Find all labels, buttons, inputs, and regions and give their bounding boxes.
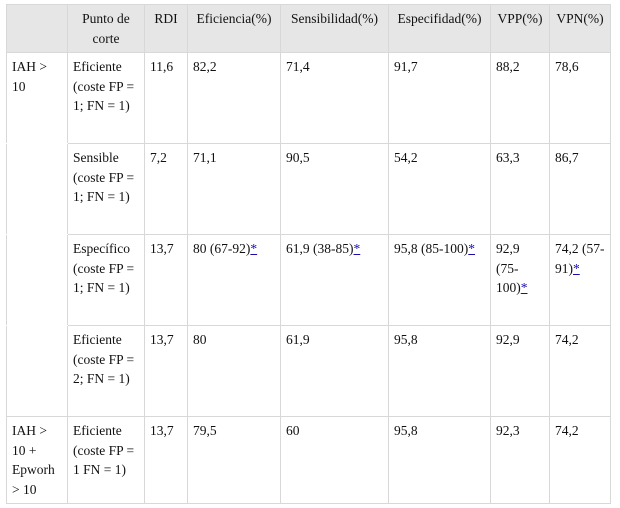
footnote-link[interactable]: *: [250, 241, 258, 256]
cutoff-cell: Eficiente (coste FP = 2; FN = 1): [67, 325, 145, 417]
cell-value: 60: [286, 423, 300, 438]
column-header: VPP(%): [490, 4, 550, 53]
value-cell: 13,7: [144, 416, 188, 504]
cell-value: 54,2: [394, 150, 418, 165]
value-cell: 92,9: [490, 325, 550, 417]
value-cell: 71,4: [280, 52, 389, 144]
cell-value: 13,7: [150, 241, 174, 256]
cell-value: 78,6: [555, 59, 579, 74]
value-cell: 92,9 (75-100)*: [490, 234, 550, 326]
value-cell: 74,2 (57-91)*: [549, 234, 611, 326]
value-cell: 61,9 (38-85)*: [280, 234, 389, 326]
value-cell: 60: [280, 416, 389, 504]
column-header: Sensibilidad(%): [280, 4, 389, 53]
value-cell: 74,2: [549, 416, 611, 504]
value-cell: 74,2: [549, 325, 611, 417]
row-group-label: [6, 234, 68, 326]
footnote-link[interactable]: *: [520, 280, 528, 295]
cell-value: 74,2: [555, 423, 579, 438]
cell-value: 11,6: [150, 59, 174, 74]
value-cell: 91,7: [388, 52, 491, 144]
value-cell: 78,6: [549, 52, 611, 144]
value-cell: 61,9: [280, 325, 389, 417]
table-row: IAH > 10 Eficiente (coste FP = 1; FN = 1)…: [6, 52, 611, 144]
cutoff-cell: Específico (coste FP = 1; FN = 1): [67, 234, 145, 326]
value-cell: 13,7: [144, 325, 188, 417]
value-cell: 13,7: [144, 234, 188, 326]
table-row: Sensible (coste FP = 1; FN = 1) 7,2 71,1 90…: [6, 143, 611, 235]
cell-value: Sensible (coste FP = 1; FN = 1): [73, 150, 135, 204]
cell-value: 92,9 (75-100): [496, 241, 521, 295]
cell-value: Específico (coste FP = 1; FN = 1): [73, 241, 135, 295]
cell-value: 82,2: [193, 59, 217, 74]
cutoff-cell: Sensible (coste FP = 1; FN = 1): [67, 143, 145, 235]
column-header: Especifidad(%): [388, 4, 491, 53]
cell-value: 71,4: [286, 59, 310, 74]
value-cell: 95,8: [388, 416, 491, 504]
footnote-link[interactable]: *: [468, 241, 475, 256]
value-cell: 11,6: [144, 52, 188, 144]
cell-value: 13,7: [150, 423, 174, 438]
value-cell: 7,2: [144, 143, 188, 235]
cell-value: 92,9: [496, 332, 520, 347]
cell-value: Eficiente (coste FP = 1 FN = 1): [73, 423, 135, 477]
cell-value: 13,7: [150, 332, 174, 347]
cell-value: 95,8: [394, 423, 418, 438]
row-group-label: [6, 143, 68, 235]
column-header: VPN(%): [549, 4, 611, 53]
cell-value: 63,3: [496, 150, 520, 165]
cell-value: 74,2 (57-91): [555, 241, 605, 276]
footnote-link[interactable]: *: [353, 241, 361, 256]
table-header-row: Punto de corte RDI Eficiencia(%) Sensibilid…: [6, 4, 611, 53]
table-row: Específico (coste FP = 1; FN = 1) 13,7 80 …: [6, 234, 611, 326]
column-header: RDI: [144, 4, 188, 53]
value-cell: 80: [187, 325, 281, 417]
value-cell: 88,2: [490, 52, 550, 144]
cell-value: 71,1: [193, 150, 217, 165]
cell-value: Eficiente (coste FP = 2; FN = 1): [73, 332, 135, 386]
value-cell: 54,2: [388, 143, 491, 235]
cell-value: 80 (67-92): [193, 241, 251, 256]
table-row: Eficiente (coste FP = 2; FN = 1) 13,7 80 61…: [6, 325, 611, 417]
cell-value: 95,8: [394, 332, 418, 347]
value-cell: 86,7: [549, 143, 611, 235]
value-cell: 80 (67-92)*: [187, 234, 281, 326]
value-cell: 82,2: [187, 52, 281, 144]
column-header: [6, 4, 68, 53]
cell-value: 7,2: [150, 150, 167, 165]
value-cell: 90,5: [280, 143, 389, 235]
footnote-link[interactable]: *: [573, 260, 580, 276]
cell-value: 91,7: [394, 59, 418, 74]
table-row: IAH > 10 + Epworh > 10 Eficiente (coste F…: [6, 416, 611, 504]
cell-value: 79,5: [193, 423, 217, 438]
cell-value: 86,7: [555, 150, 579, 165]
column-header: Punto de corte: [67, 4, 145, 53]
cell-value: 74,2: [555, 332, 579, 347]
table-body: IAH > 10 Eficiente (coste FP = 1; FN = 1)…: [6, 52, 611, 504]
row-group-label: IAH > 10: [6, 52, 68, 144]
value-cell: 71,1: [187, 143, 281, 235]
cell-value: 92,3: [496, 423, 520, 438]
row-group-label: IAH > 10 + Epworh > 10: [6, 416, 68, 504]
column-header: Eficiencia(%): [187, 4, 281, 53]
cutoff-cell: Eficiente (coste FP = 1 FN = 1): [67, 416, 145, 504]
cutoff-cell: Eficiente (coste FP = 1; FN = 1): [67, 52, 145, 144]
cell-value: 80: [193, 332, 207, 347]
cell-value: 90,5: [286, 150, 310, 165]
value-cell: 92,3: [490, 416, 550, 504]
cell-value: 88,2: [496, 59, 520, 74]
results-table: Punto de corte RDI Eficiencia(%) Sensibilid…: [6, 4, 611, 504]
cell-value: 95,8 (85-100): [394, 241, 469, 256]
value-cell: 95,8: [388, 325, 491, 417]
value-cell: 79,5: [187, 416, 281, 504]
cell-value: Eficiente (coste FP = 1; FN = 1): [73, 59, 135, 113]
value-cell: 63,3: [490, 143, 550, 235]
cell-value: 61,9: [286, 332, 310, 347]
row-group-label: [6, 325, 68, 417]
cell-value: 61,9 (38-85): [286, 241, 354, 256]
value-cell: 95,8 (85-100)*: [388, 234, 491, 326]
